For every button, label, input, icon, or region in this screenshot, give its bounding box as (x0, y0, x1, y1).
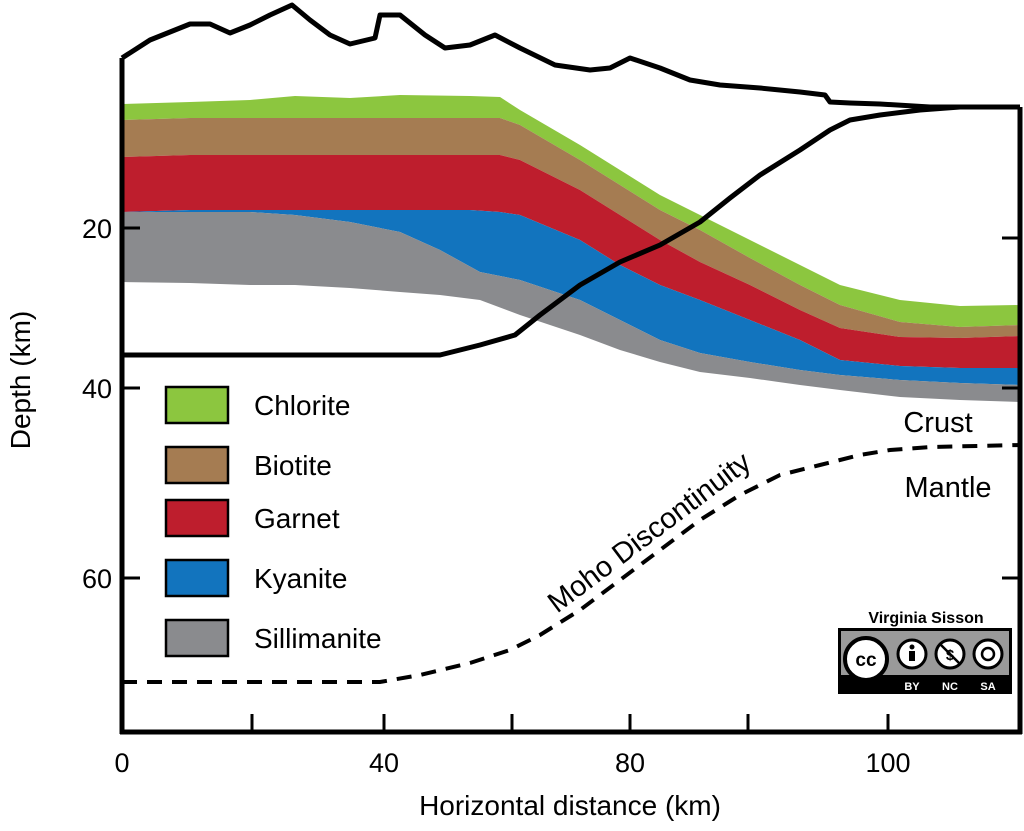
x-tick-label: 0 (114, 748, 129, 778)
garnet-zone-band (122, 155, 1020, 368)
legend: Chlorite Biotite Garnet Kyanite Silliman… (164, 385, 382, 658)
noncommercial-icon: $ (934, 638, 966, 670)
legend-swatch-sillimanite (164, 618, 230, 658)
moho-discontinuity-line (122, 443, 1021, 684)
y-tick-label: 20 (82, 214, 112, 244)
legend-swatch-chlorite (164, 385, 230, 425)
author-credit: Virginia Sisson (868, 610, 983, 627)
credit-badge: Virginia Sisson cc $ BY NC SA (838, 610, 1012, 694)
legend-swatch-kyanite (164, 558, 230, 598)
legend-swatch-garnet (164, 498, 230, 538)
moho-label: Moho Discontinuity (542, 446, 757, 619)
x-tick-labels: 0 40 80 100 (114, 748, 910, 778)
kyanite-zone-band (122, 210, 1020, 385)
cc-icon: cc (843, 636, 889, 682)
crust-boundary-line (122, 104, 1020, 358)
license-by-label: BY (904, 681, 920, 693)
x-tick-label: 40 (369, 748, 399, 778)
legend-label: Chlorite (254, 390, 350, 421)
legend-label: Kyanite (254, 563, 347, 594)
attribution-icon (896, 638, 928, 670)
crust-label: Crust (903, 407, 972, 439)
license-sa-label: SA (980, 681, 995, 693)
y-tick-label: 60 (82, 564, 112, 594)
plot-frame (119, 58, 1023, 735)
metamorphic-zone-bands (122, 95, 1020, 402)
surface-topography-line (120, 2, 1020, 110)
license-nc-label: NC (942, 681, 958, 693)
legend-label: Sillimanite (254, 623, 382, 654)
sharealike-icon (972, 638, 1004, 670)
y-tick-label: 40 (82, 374, 112, 404)
x-axis-title: Horizontal distance (km) (419, 790, 721, 821)
biotite-zone-band (122, 118, 1020, 338)
legend-swatch-biotite (164, 445, 230, 485)
mantle-label: Mantle (904, 472, 991, 504)
legend-label: Garnet (254, 503, 340, 534)
y-axis-title: Depth (km) (5, 311, 36, 449)
svg-text:cc: cc (855, 650, 877, 671)
x-tick-label: 80 (615, 748, 645, 778)
chlorite-zone-band (122, 95, 1020, 327)
axis-ticks (122, 226, 1020, 732)
x-tick-label: 100 (865, 748, 910, 778)
legend-label: Biotite (254, 450, 332, 481)
sillimanite-zone-band (122, 212, 1020, 402)
y-tick-labels: 20 40 60 (82, 214, 112, 594)
